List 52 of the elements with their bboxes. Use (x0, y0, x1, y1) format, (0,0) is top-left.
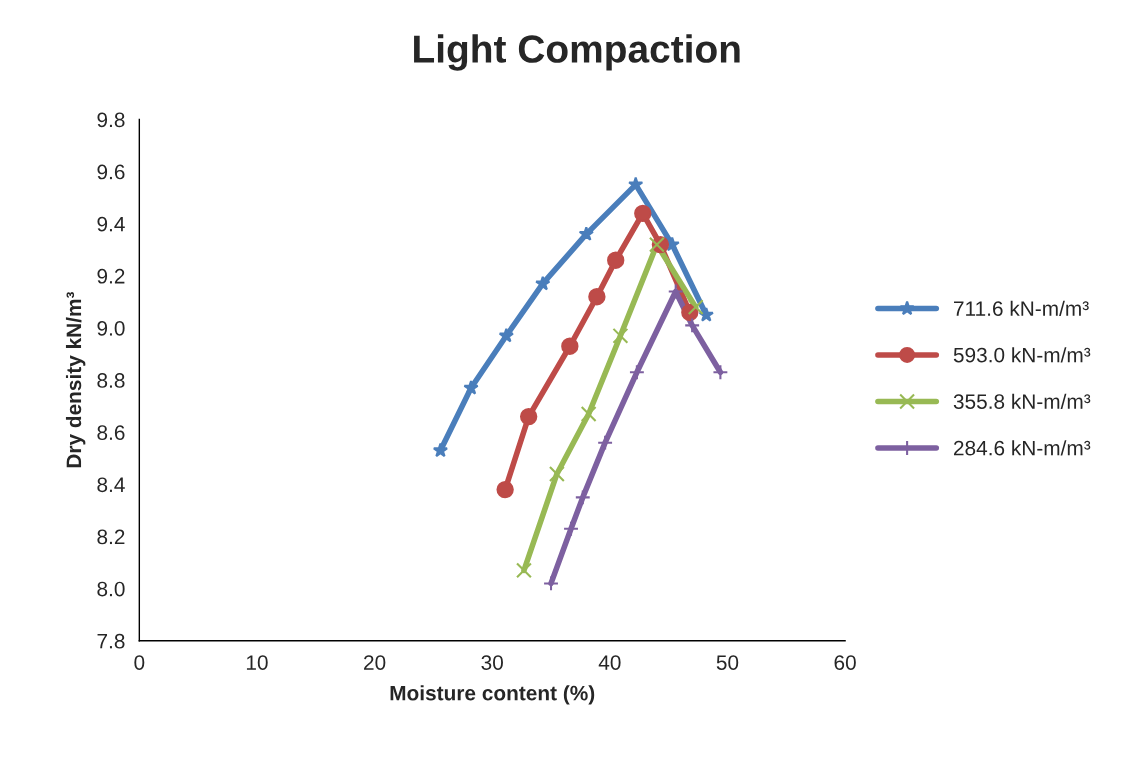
x-tick-label: 30 (481, 655, 503, 670)
y-tick-label: 8.4 (97, 477, 125, 493)
point (574, 489, 591, 506)
point (684, 317, 701, 334)
x-axis-title: Moisture content (%) (390, 685, 595, 705)
point (628, 176, 644, 192)
point (498, 327, 514, 343)
point (597, 434, 614, 451)
point (432, 442, 449, 458)
x-tick-label: 0 (134, 655, 145, 670)
point (561, 337, 579, 355)
point (463, 379, 479, 395)
legend-label: 711.6 kN-m/m³ (954, 300, 1089, 316)
y-tick-label: 8.6 (97, 425, 125, 440)
x-tick-label: 60 (834, 655, 856, 670)
x-tick-label: 50 (716, 655, 739, 670)
point (548, 465, 565, 482)
y-tick-label: 9.4 (97, 216, 125, 232)
y-tick-label: 9.6 (97, 164, 125, 180)
legend-label: 355.8 kN-m/m³ (953, 393, 1091, 409)
y-tick-label: 8.2 (97, 529, 125, 545)
y-tick-label: 9.2 (97, 268, 125, 284)
y-tick-label: 9.0 (97, 320, 125, 336)
point (563, 520, 579, 537)
x-tick-label: 40 (598, 655, 621, 670)
y-tick-label: 8.8 (97, 373, 125, 388)
y-axis-title: Dry density kN/m³ (65, 291, 86, 468)
point (712, 364, 729, 381)
point (628, 364, 645, 381)
y-tick-label: 7.8 (97, 633, 125, 649)
point (519, 407, 538, 426)
point (612, 327, 629, 344)
point (687, 299, 704, 316)
point (588, 288, 606, 306)
x-tick-label: 10 (246, 655, 268, 670)
y-tick-label: 8.0 (97, 581, 125, 597)
point (578, 226, 594, 241)
point (607, 251, 625, 269)
point (580, 406, 597, 422)
point (698, 306, 714, 322)
point (535, 275, 551, 291)
point (515, 562, 532, 579)
x-tick-label: 20 (364, 655, 386, 670)
point (667, 283, 684, 300)
point (496, 480, 514, 499)
legend-label: 284.6 kN-m/m³ (953, 440, 1091, 456)
legend-label: 593.0 kN-m/m³ (953, 347, 1091, 363)
point (648, 236, 665, 253)
point (543, 575, 559, 592)
point (634, 204, 652, 222)
y-tick-label: 9.8 (97, 112, 125, 128)
chart-title: Light Compaction (414, 34, 740, 71)
